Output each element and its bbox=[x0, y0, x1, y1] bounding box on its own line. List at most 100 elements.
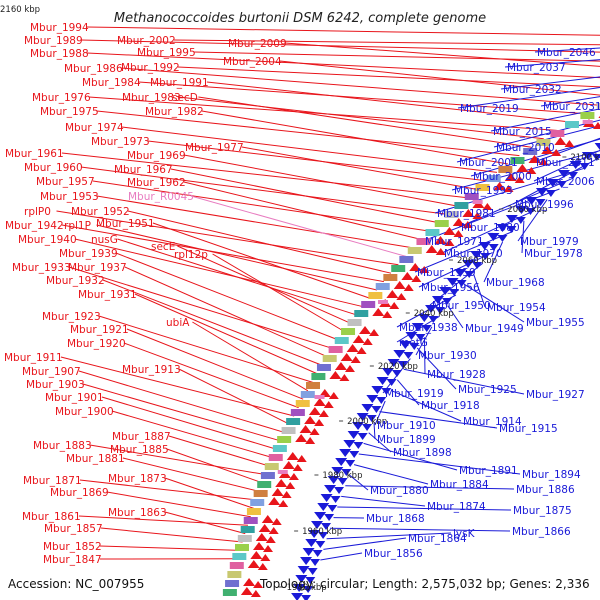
left-gene-label[interactable]: Mbur_1957 bbox=[36, 176, 95, 188]
left-gene-label[interactable]: Mbur_1921 bbox=[70, 324, 129, 336]
left-gene-label[interactable]: Mbur_1885 bbox=[110, 444, 169, 456]
left-gene-label[interactable]: Mbur_1983 bbox=[122, 92, 181, 104]
left-gene-label[interactable]: Mbur_1861 bbox=[22, 511, 81, 523]
right-gene-label[interactable]: Mbur_1970 bbox=[444, 248, 503, 260]
left-gene-label[interactable]: Mbur_1887 bbox=[112, 431, 171, 443]
left-gene-label[interactable]: Mbur_1937 bbox=[68, 262, 127, 274]
left-gene-label[interactable]: Mbur_1953 bbox=[40, 191, 99, 203]
left-gene-label[interactable]: Mbur_1873 bbox=[108, 473, 167, 485]
right-gene-label[interactable]: Mbur_1914 bbox=[463, 416, 522, 428]
right-gene-label[interactable]: Mbur_2001 bbox=[459, 157, 518, 169]
right-gene-label[interactable]: Mbur_2031 bbox=[543, 101, 600, 113]
left-gene-label[interactable]: Mbur_2009 bbox=[228, 38, 287, 50]
left-gene-label[interactable]: rplP0 bbox=[24, 206, 51, 218]
right-gene-label[interactable]: Mbur_1928 bbox=[427, 369, 486, 381]
left-gene-label[interactable]: Mbur_1920 bbox=[67, 338, 126, 350]
left-gene-label[interactable]: Mbur_1942 bbox=[5, 220, 64, 232]
left-gene-label[interactable]: Mbur_1975 bbox=[40, 106, 99, 118]
right-gene-label[interactable]: Mbur_1886 bbox=[516, 484, 575, 496]
left-gene-label[interactable]: Mbur_1991 bbox=[150, 77, 209, 89]
left-gene-label[interactable]: secE bbox=[151, 241, 175, 253]
left-gene-label[interactable]: ubiA bbox=[166, 317, 190, 329]
left-gene-label[interactable]: Mbur_1992 bbox=[121, 62, 180, 74]
left-gene-label[interactable]: Mbur_1852 bbox=[43, 541, 102, 553]
left-gene-label[interactable]: Mbur_1989 bbox=[24, 35, 83, 47]
right-gene-label[interactable]: Mbur_1949 bbox=[465, 323, 524, 335]
right-gene-label[interactable]: Mbur_1968 bbox=[486, 277, 545, 289]
right-gene-label[interactable]: Mbur_1979 bbox=[520, 236, 579, 248]
right-gene-label[interactable]: Mbur_1918 bbox=[421, 400, 480, 412]
left-gene-label[interactable]: Mbur_1984 bbox=[82, 77, 141, 89]
left-gene-label[interactable]: Mbur_1960 bbox=[24, 162, 83, 174]
left-gene-label[interactable]: secD bbox=[172, 92, 198, 104]
left-gene-label[interactable]: Mbur_1932 bbox=[46, 275, 105, 287]
left-gene-label[interactable]: Mbur_1961 bbox=[5, 148, 64, 160]
left-gene-label[interactable]: Mbur_1847 bbox=[43, 554, 102, 566]
left-gene-label[interactable]: Mbur_1857 bbox=[44, 523, 103, 535]
left-gene-label[interactable]: rpl1P bbox=[64, 220, 91, 232]
right-gene-label[interactable]: Mbur_1950 bbox=[432, 300, 491, 312]
left-gene-label[interactable]: Mbur_1883 bbox=[33, 440, 92, 452]
right-gene-label[interactable]: Mbur_1891 bbox=[459, 465, 518, 477]
left-gene-label[interactable]: Mbur_1973 bbox=[91, 136, 150, 148]
left-gene-label[interactable]: Mbur_2004 bbox=[223, 56, 282, 68]
left-gene-label[interactable]: Mbur_1976 bbox=[32, 92, 91, 104]
left-gene-label[interactable]: Mbur_1939 bbox=[59, 248, 118, 260]
left-gene-label[interactable]: Mbur_1913 bbox=[122, 364, 181, 376]
right-gene-label[interactable]: Mbur_1956 bbox=[421, 282, 480, 294]
left-gene-label[interactable]: Mbur_1911 bbox=[4, 352, 63, 364]
right-gene-label[interactable]: Mbur_1980 bbox=[461, 222, 520, 234]
left-gene-label[interactable]: Mbur_1951 bbox=[96, 218, 155, 230]
right-gene-label[interactable]: Mbur_1993 bbox=[454, 185, 513, 197]
right-gene-label[interactable]: Mbur_1915 bbox=[499, 423, 558, 435]
right-gene-label[interactable]: Mbur_1925 bbox=[458, 384, 517, 396]
right-gene-label[interactable]: Mbur_1866 bbox=[512, 526, 571, 538]
left-gene-label[interactable]: Mbur_1900 bbox=[55, 406, 114, 418]
left-gene-label[interactable]: Mbur_1974 bbox=[65, 122, 124, 134]
right-gene-label[interactable]: Mbur_1880 bbox=[370, 485, 429, 497]
right-gene-label[interactable]: Mbur_2019 bbox=[460, 103, 519, 115]
left-gene-label[interactable]: Mbur_1923 bbox=[42, 311, 101, 323]
right-gene-label[interactable]: Mbur_1894 bbox=[522, 469, 581, 481]
left-gene-label[interactable]: Mbur_R0045 bbox=[128, 191, 194, 203]
right-gene-label[interactable]: Mbur_1899 bbox=[377, 434, 436, 446]
right-gene-label[interactable]: Mbur_1919 bbox=[385, 388, 444, 400]
right-gene-label[interactable]: Mbur_2010 bbox=[496, 142, 555, 154]
right-gene-label[interactable]: Mbur_1955 bbox=[526, 317, 585, 329]
left-gene-label[interactable]: Mbur_1977 bbox=[185, 142, 244, 154]
left-gene-label[interactable]: Mbur_1969 bbox=[127, 150, 186, 162]
right-gene-label[interactable]: metG bbox=[399, 337, 428, 349]
right-gene-label[interactable]: Mbur_2037 bbox=[507, 62, 566, 74]
right-gene-label[interactable]: Mbur_2011 bbox=[536, 157, 595, 169]
right-gene-label[interactable]: Mbur_1868 bbox=[366, 513, 425, 525]
right-gene-label[interactable]: Mbur_2032 bbox=[503, 84, 562, 96]
right-gene-label[interactable]: Mbur_1954 bbox=[487, 302, 546, 314]
left-gene-label[interactable]: Mbur_1871 bbox=[23, 475, 82, 487]
right-gene-label[interactable]: Mbur_1864 bbox=[408, 533, 467, 545]
left-gene-label[interactable]: Mbur_1907 bbox=[22, 366, 81, 378]
gene-labels[interactable]: Mbur_1994 Mbur_2002 Mbur_1989 Mbur_1995 Mbur… bbox=[4, 22, 600, 566]
left-gene-label[interactable]: Mbur_1933 bbox=[12, 262, 71, 274]
left-gene-label[interactable]: Mbur_1995 bbox=[137, 47, 196, 59]
left-gene-label[interactable]: Mbur_1962 bbox=[127, 177, 186, 189]
left-gene-label[interactable]: rpl12p bbox=[174, 249, 208, 261]
left-gene-label[interactable]: Mbur_1881 bbox=[66, 453, 125, 465]
left-gene-label[interactable]: Mbur_1994 bbox=[30, 22, 89, 34]
right-gene-label[interactable]: Mbur_1959 bbox=[417, 267, 476, 279]
left-gene-label[interactable]: Mbur_1903 bbox=[26, 379, 85, 391]
right-gene-label[interactable]: Mbur_1910 bbox=[377, 420, 436, 432]
left-gene-label[interactable]: Mbur_1982 bbox=[145, 106, 204, 118]
left-gene-label[interactable]: Mbur_1869 bbox=[50, 487, 109, 499]
left-gene-label[interactable]: Mbur_2002 bbox=[117, 35, 176, 47]
right-gene-label[interactable]: lysK bbox=[453, 528, 476, 540]
left-gene-label[interactable]: Mbur_1931 bbox=[78, 289, 137, 301]
right-gene-label[interactable]: Mbur_2046 bbox=[537, 47, 596, 59]
right-gene-label[interactable]: Mbur_1875 bbox=[513, 505, 572, 517]
left-gene-label[interactable]: Mbur_1863 bbox=[108, 507, 167, 519]
right-gene-label[interactable]: Mbur_2015 bbox=[493, 126, 552, 138]
left-gene-label[interactable]: nusG bbox=[91, 234, 118, 246]
right-gene-label[interactable]: Mbur_1981 bbox=[437, 208, 496, 220]
left-gene-label[interactable]: Mbur_1986 bbox=[64, 63, 123, 75]
left-gene-label[interactable]: Mbur_1988 bbox=[30, 48, 89, 60]
right-gene-label[interactable]: Mbur_1938 bbox=[399, 322, 458, 334]
